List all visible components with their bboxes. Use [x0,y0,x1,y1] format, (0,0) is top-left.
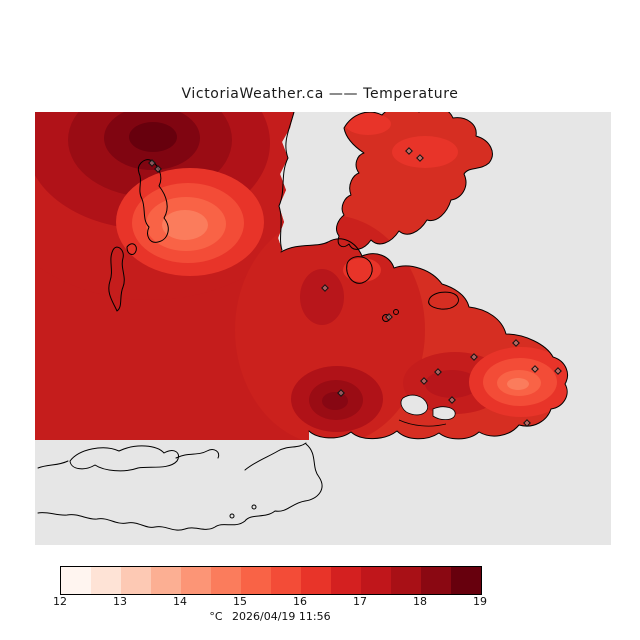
colorbar-tick: 14 [173,595,187,608]
colorbar-segment [121,567,151,594]
small-island-coastline [346,256,373,284]
station-marker [523,419,531,427]
station-marker [405,147,413,155]
station-marker [531,365,539,373]
south-coastline-layer [37,442,323,531]
colorbar-tick: 16 [293,595,307,608]
units-label: °C [209,610,223,623]
harbor-inlet [400,394,428,416]
small-island-coastline [428,291,459,310]
colorbar-segment [61,567,91,594]
contour-band [322,392,348,410]
colorbar-tick: 12 [53,595,67,608]
station-marker [420,377,428,385]
contour-band [507,378,529,390]
station-marker [337,389,345,397]
contour-band [345,113,391,135]
colorbar-segment [421,567,451,594]
station-marker [154,165,162,173]
inlet-layer [398,394,456,427]
station-marker [434,368,442,376]
colorbar-caption: °C 2026/04/19 11:56 [60,610,480,623]
inlet-west-coastline [278,112,295,251]
station-marker [470,353,478,361]
south-river [175,449,220,459]
station-marker [448,396,456,404]
colorbar-tick: 13 [113,595,127,608]
colorbar-segment [91,567,121,594]
islet [251,504,257,510]
south-shore-west [37,460,69,469]
contour-band [162,210,208,240]
islet [393,309,399,315]
colorbar-tick: 15 [233,595,247,608]
colorbar-tick: 19 [473,595,487,608]
islet [229,513,235,519]
colorbar-tick: 17 [353,595,367,608]
harbor-inlet [432,406,456,421]
chart-title: VictoriaWeather.ca —— Temperature [181,86,459,102]
south-lake-outline [69,445,179,472]
north-island-coastline [336,112,493,250]
colorbar-segment [241,567,271,594]
contour-band [129,122,177,152]
colorbar-segment [271,567,301,594]
timestamp-label: 2026/04/19 11:56 [232,610,331,623]
station-marker [512,339,520,347]
south-coast-main [37,443,323,531]
central-landmass-coastline [280,238,568,440]
colorbar-segment [301,567,331,594]
colorbar-tick: 18 [413,595,427,608]
colorbar-segment [451,567,481,594]
colorbar-segment [361,567,391,594]
colorbar-segment [181,567,211,594]
station-marker [554,367,562,375]
south-coast-north-shore [244,442,307,471]
station-marker [321,284,329,292]
lake-outline [108,246,125,312]
lake-outline [126,243,137,255]
contour-band [300,269,344,325]
station-marker [416,154,424,162]
colorbar-segment [391,567,421,594]
peninsula-outline [137,159,169,243]
colorbar-segment [211,567,241,594]
station-marker [148,159,156,167]
contour-band [392,136,458,168]
colorbar-ticks: 12 13 14 15 16 17 18 19 [53,595,487,609]
colorbar-segment [151,567,181,594]
station-markers [148,147,562,427]
contour-band-layer [35,112,568,440]
colorbar-segment [331,567,361,594]
harbor-channel [398,419,447,427]
colorbar [60,566,482,595]
station-marker [385,313,393,321]
contour-band [425,370,479,398]
coastline-layer [108,112,568,440]
